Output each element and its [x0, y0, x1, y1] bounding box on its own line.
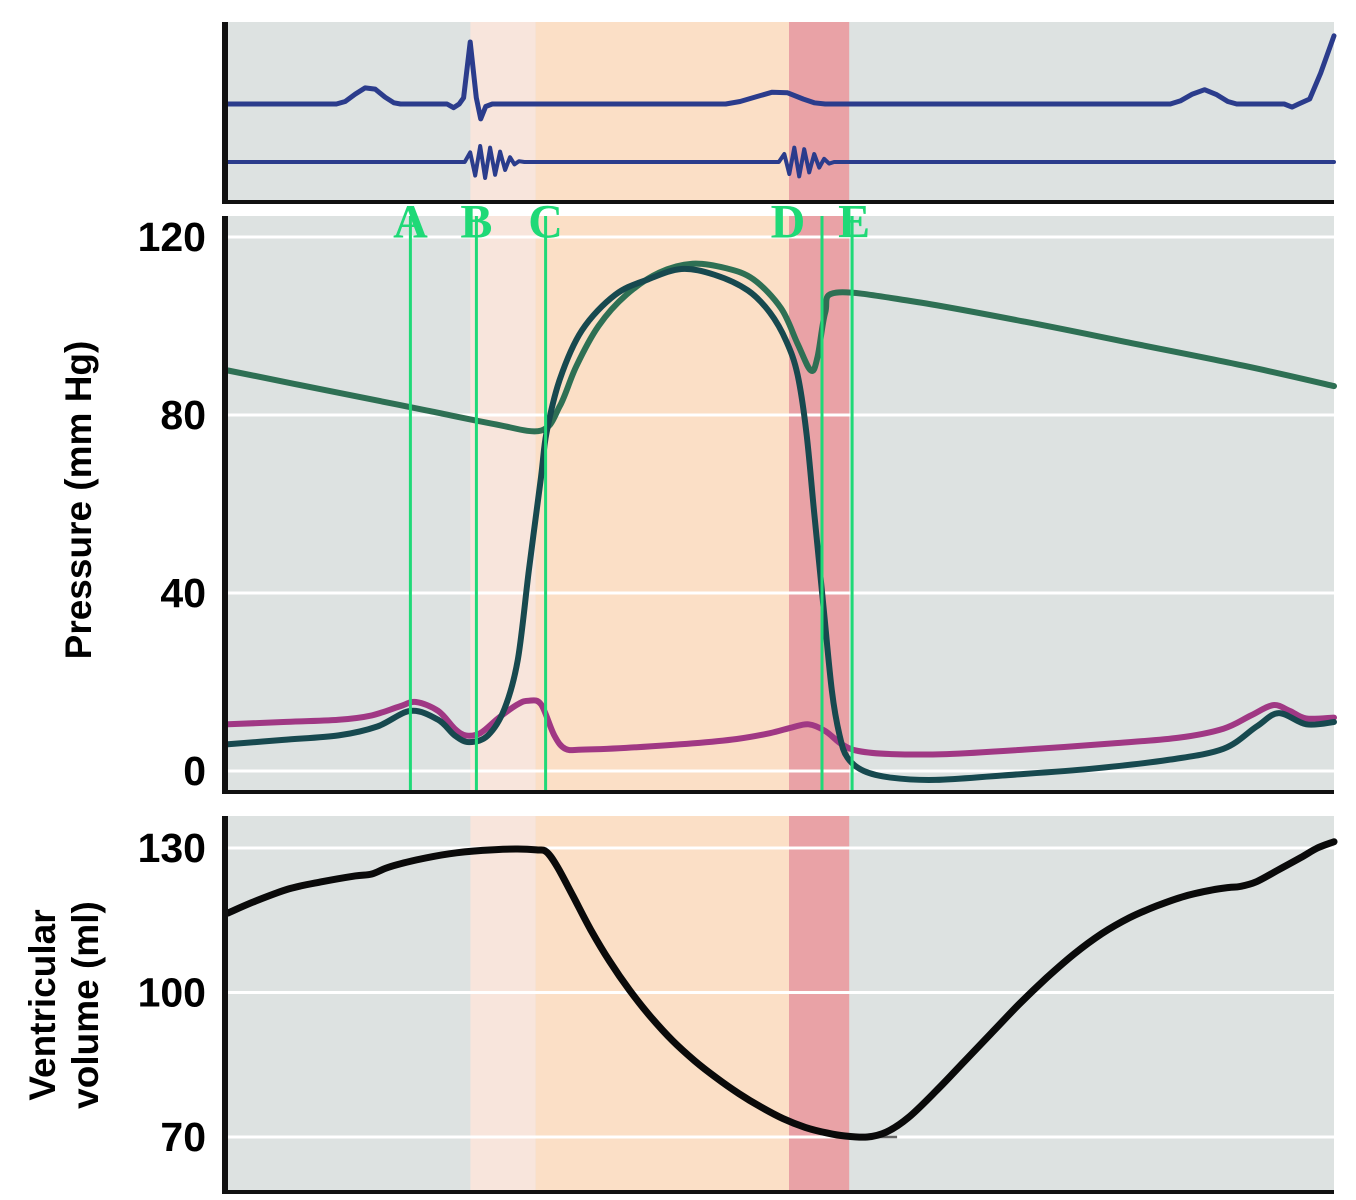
pressure-axis-title: Pressure (mm Hg) [58, 340, 99, 660]
ecg-panel-phase-band-2 [535, 22, 789, 200]
pressure-panel-left-axis [222, 216, 228, 790]
ecg-curve [225, 33, 1337, 122]
pressure-panel-tick-label-80: 80 [160, 392, 206, 438]
phase-label-D: D [771, 196, 806, 249]
volume-panel-bottom-axis [222, 1190, 1334, 1194]
volume-panel-tick-label-130: 130 [138, 825, 206, 871]
ventricular-pressure-curve [225, 265, 1337, 783]
phase-label-C: C [528, 196, 563, 249]
pressure-panel-tick-label-120: 120 [138, 214, 206, 260]
volume-panel-phase-band-1 [470, 816, 536, 1190]
aortic-pressure-curve [225, 260, 1337, 435]
volume-panel-tick-label-70: 70 [160, 1114, 206, 1160]
pressure-panel-tick-label-40: 40 [160, 570, 206, 616]
ecg-panel-bottom-axis [222, 200, 1334, 204]
volume-axis-title: Ventricular volume (ml) [22, 901, 106, 1109]
ventricular-volume-curve [224, 838, 1338, 1141]
pressure-panel-phase-band-3 [789, 216, 850, 790]
volume-panel-tick-label-100: 100 [138, 970, 206, 1016]
pressure-panel-phase-band-2 [535, 216, 789, 790]
phase-label-E: E [838, 196, 870, 249]
phase-label-A: A [393, 196, 428, 249]
pressure-panel-tick-label-0: 0 [183, 748, 206, 794]
phase-label-B: B [460, 196, 492, 249]
pressure-panel-bottom-axis [222, 790, 1334, 794]
volume-panel-phase-band-2 [535, 816, 789, 1190]
pressure-panel-phase-band-1 [470, 216, 536, 790]
ecg-panel-left-axis [222, 22, 228, 200]
volume-panel-left-axis [222, 816, 228, 1190]
atrial-pressure-curve [225, 697, 1337, 758]
heart-sounds-curve [226, 144, 1336, 180]
